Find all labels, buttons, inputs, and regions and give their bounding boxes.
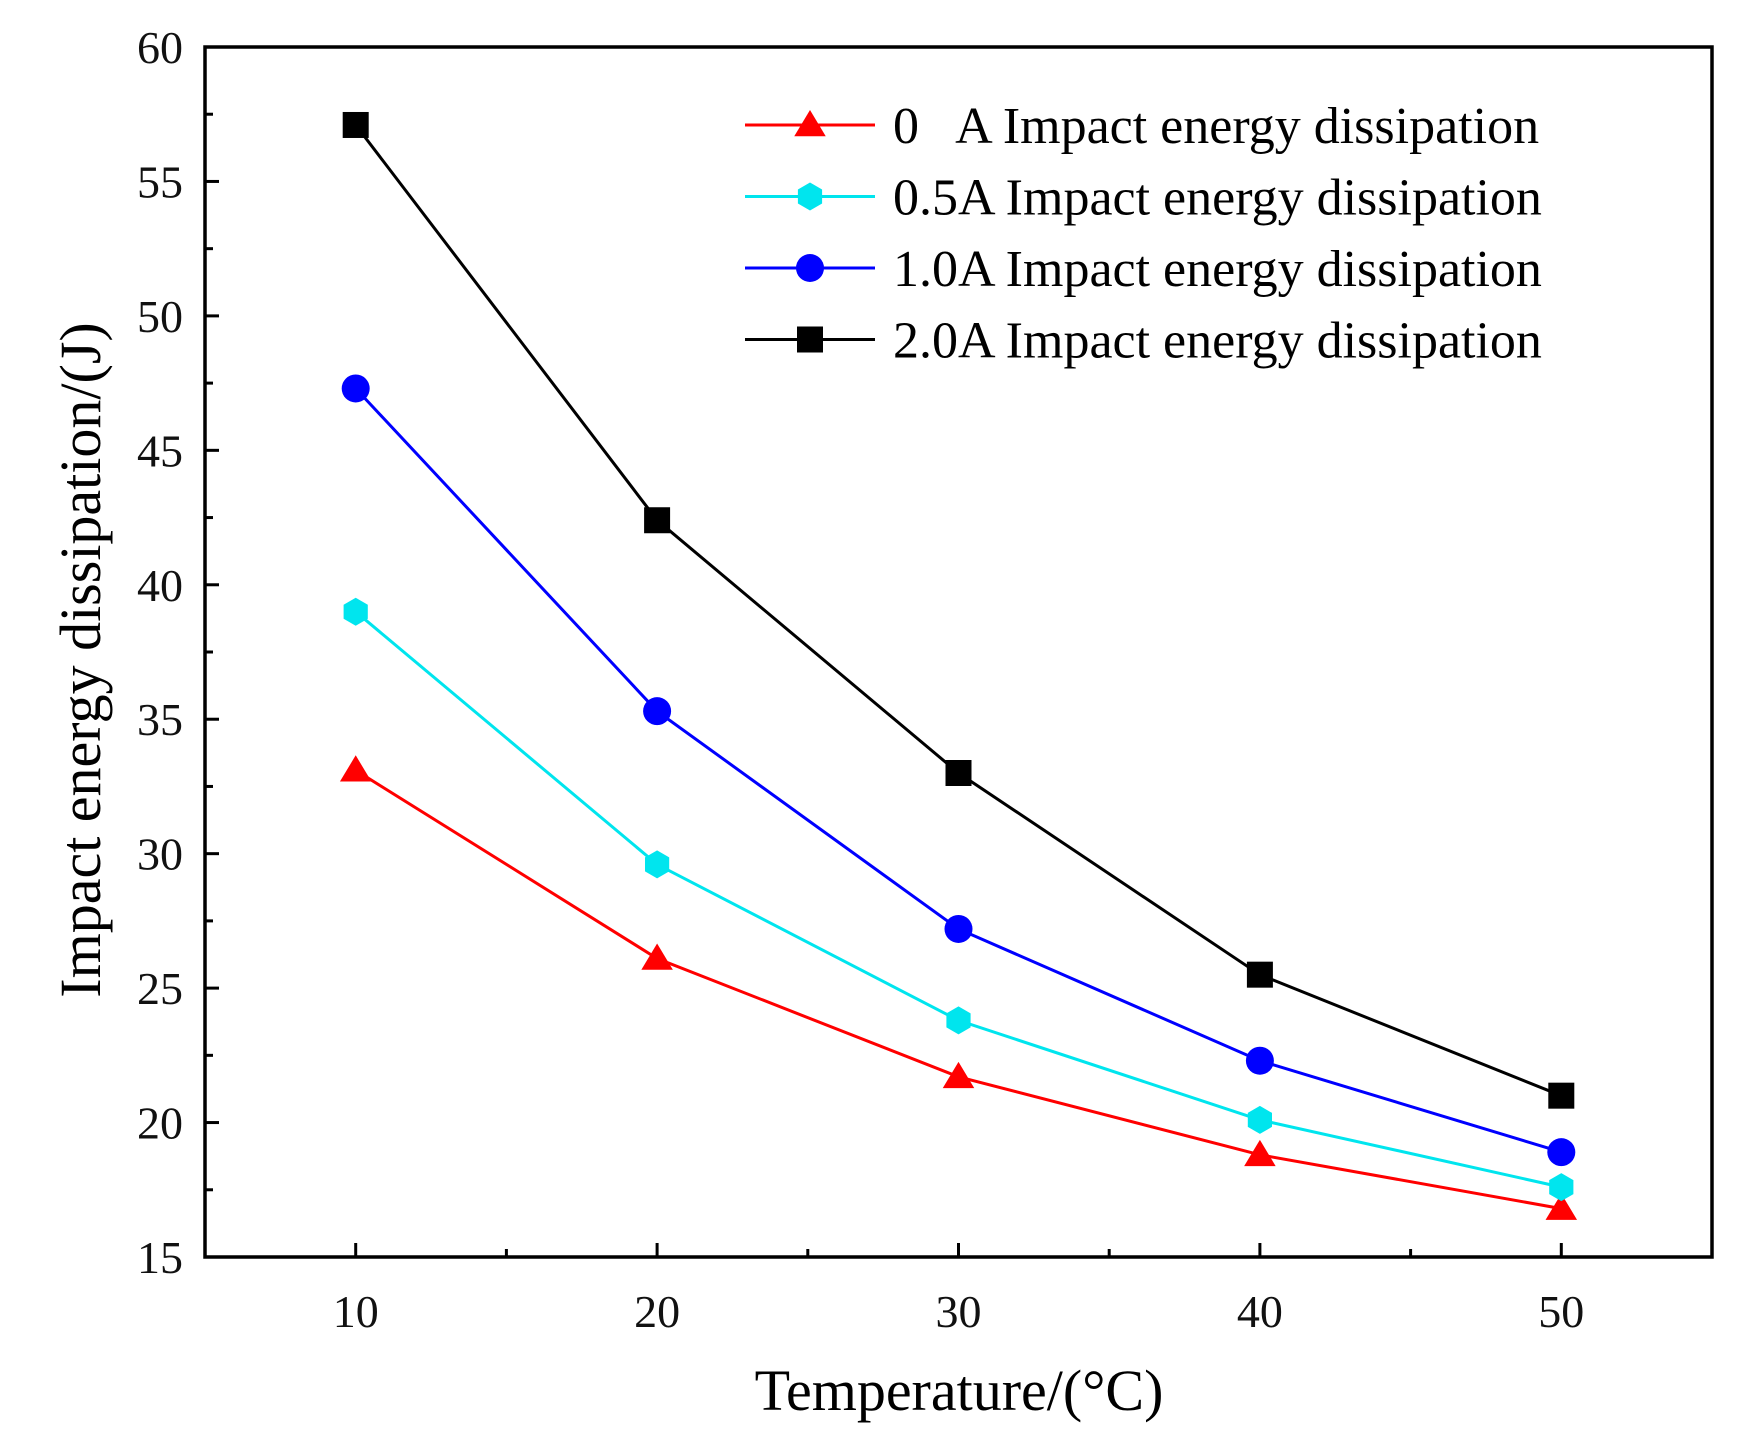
data-point: [1244, 1139, 1276, 1167]
data-point: [641, 943, 673, 970]
series-line: [354, 610, 1562, 1189]
x-tick-label: 40: [1237, 1286, 1283, 1337]
legend-label: 0 A Impact energy dissipation: [893, 98, 1539, 155]
data-point: [645, 850, 670, 879]
series-layer: [339, 111, 1578, 1220]
x-axis-ticks: 10 20 30 40 50: [333, 1243, 1584, 1337]
data-point: [944, 914, 973, 943]
data-point: [1545, 1193, 1578, 1220]
series-3: [342, 111, 1575, 1109]
y-tick-label: 15: [137, 1232, 183, 1283]
data-point: [343, 597, 368, 626]
plot-frame: [203, 45, 1714, 1259]
legend-item: 1.0A Impact energy dissipation: [745, 241, 1542, 298]
y-tick-label: 45: [137, 425, 183, 476]
y-tick-label: 25: [137, 963, 183, 1014]
y-axis-title: Impact energy dissipation/(J): [48, 322, 113, 997]
data-point: [1549, 1173, 1574, 1202]
legend-marker: [797, 182, 823, 211]
legend-label: 1.0A Impact energy dissipation: [893, 241, 1542, 298]
data-point: [1547, 1138, 1576, 1167]
legend-marker: [797, 326, 823, 353]
x-tick-label: 50: [1538, 1286, 1584, 1337]
y-tick-label: 35: [137, 694, 183, 745]
x-tick-label: 30: [936, 1286, 982, 1337]
y-tick-label: 20: [137, 1098, 183, 1149]
x-tick-label: 20: [634, 1286, 680, 1337]
data-point: [942, 1061, 975, 1089]
y-tick-label: 30: [137, 829, 183, 880]
data-point: [1246, 961, 1273, 988]
series-line: [354, 769, 1562, 1211]
data-point: [1247, 1105, 1272, 1134]
y-tick-label: 40: [137, 560, 183, 611]
series-2: [341, 374, 1576, 1167]
series-1: [343, 597, 1574, 1202]
data-point: [341, 374, 370, 403]
y-tick-label: 60: [137, 22, 183, 73]
legend-item: 0 A Impact energy dissipation: [745, 98, 1539, 155]
data-point: [1548, 1082, 1575, 1109]
data-point: [644, 507, 671, 534]
legend: 0 A Impact energy dissipation 0.5A Impact…: [745, 98, 1542, 370]
data-point: [1245, 1046, 1274, 1075]
legend-item: 0.5A Impact energy dissipation: [745, 170, 1542, 227]
legend-item: 2.0A Impact energy dissipation: [745, 313, 1542, 370]
y-tick-label: 50: [137, 291, 183, 342]
y-tick-label: 55: [137, 156, 183, 207]
data-point: [946, 1006, 971, 1035]
y-axis-ticks: 15 20 25 30 35 40 45 50 55 60: [137, 22, 219, 1283]
legend-label: 2.0A Impact energy dissipation: [893, 313, 1542, 370]
x-axis-title: Temperature/(°C): [755, 1358, 1164, 1423]
data-point: [643, 697, 672, 726]
x-tick-label: 10: [333, 1286, 379, 1337]
series-0: [339, 755, 1578, 1220]
legend-marker: [794, 110, 826, 137]
data-point: [339, 755, 372, 782]
legend-marker: [796, 254, 824, 282]
data-point: [342, 111, 369, 138]
legend-label: 0.5A Impact energy dissipation: [893, 170, 1542, 227]
data-point: [945, 760, 972, 786]
